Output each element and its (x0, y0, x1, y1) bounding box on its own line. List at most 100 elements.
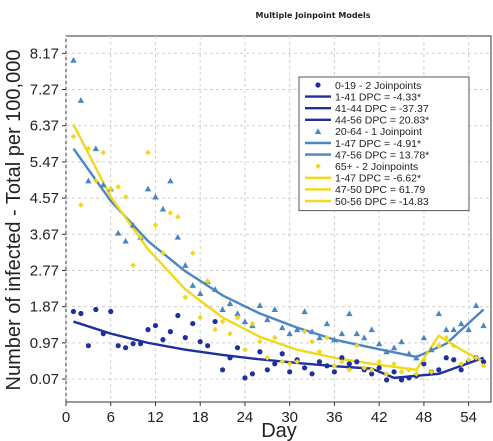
data-point-s0 (316, 359, 323, 365)
legend-label: 47-50 DPC = 61.79 (335, 184, 425, 196)
data-point-s2 (391, 360, 397, 367)
data-point-s0 (175, 312, 181, 319)
data-point-s0 (123, 345, 129, 351)
data-point-s1 (92, 145, 100, 152)
data-point-s2 (473, 354, 479, 361)
data-point-s2 (152, 222, 159, 228)
data-point-s2 (406, 367, 412, 373)
legend-label: 20-64 - 1 Joinpoint (335, 126, 422, 138)
data-point-s1 (420, 334, 428, 341)
data-point-s0 (279, 351, 285, 357)
data-point-s1 (189, 282, 196, 288)
data-point-s0 (100, 331, 106, 337)
data-point-s2 (197, 314, 204, 321)
data-point-s2 (227, 330, 233, 337)
legend-label: 65+ - 2 Joinpoints (335, 161, 418, 173)
data-point-s2 (443, 334, 450, 341)
data-point-s2 (465, 356, 472, 363)
data-point-s0 (130, 341, 136, 347)
data-point-s2 (175, 214, 181, 220)
data-point-s2 (436, 342, 442, 349)
data-point-s2 (421, 356, 427, 363)
data-point-s1 (457, 320, 465, 327)
data-point-s1 (450, 326, 457, 333)
data-point-s2 (219, 318, 226, 325)
data-point-s2 (93, 177, 99, 184)
data-point-s0 (234, 345, 241, 351)
data-point-s2 (204, 278, 211, 285)
data-point-s0 (70, 308, 77, 315)
data-point-s2 (264, 354, 271, 361)
data-point-s2 (279, 358, 286, 365)
data-point-s2 (145, 149, 151, 156)
fit-line-0 (73, 320, 484, 380)
data-point-s2 (316, 348, 323, 355)
data-point-s1 (241, 318, 249, 325)
data-point-s2 (286, 360, 293, 367)
data-point-s1 (197, 290, 204, 296)
x-tick-label: 36 (326, 409, 343, 426)
data-point-s2 (450, 342, 457, 349)
data-point-s0 (309, 371, 315, 377)
data-point-s0 (443, 355, 449, 361)
data-point-s2 (339, 358, 345, 365)
data-point-s1 (353, 330, 360, 337)
data-point-s1 (144, 185, 152, 192)
data-point-s2 (78, 202, 84, 208)
data-point-s2 (331, 363, 338, 369)
data-point-s0 (301, 365, 308, 371)
data-point-s1 (174, 233, 182, 240)
x-tick-label: 24 (237, 409, 254, 426)
data-point-s2 (107, 186, 114, 192)
data-point-s1 (346, 310, 353, 317)
x-tick-label: 48 (416, 409, 433, 426)
data-point-s1 (152, 193, 159, 200)
data-point-s0 (451, 357, 457, 363)
data-point-s1 (219, 306, 226, 313)
data-point-s0 (115, 343, 121, 349)
data-point-s0 (458, 367, 464, 373)
data-point-s1 (159, 205, 167, 212)
data-point-s0 (219, 367, 226, 373)
legend-marker (315, 82, 321, 88)
data-point-s2 (70, 133, 77, 140)
data-point-s2 (294, 358, 300, 365)
data-point-s1 (465, 326, 472, 333)
data-point-s2 (167, 210, 174, 216)
x-axis-label: Day (261, 420, 297, 441)
legend-label: 44-56 DPC = 20.83* (335, 115, 429, 127)
data-point-s1 (390, 344, 398, 351)
y-tick-label: 0.07 (30, 371, 59, 388)
data-point-s2 (115, 184, 121, 190)
data-point-s0 (376, 365, 382, 371)
data-point-s1 (472, 302, 480, 309)
data-point-s0 (346, 361, 352, 367)
data-point-s2 (130, 262, 136, 269)
data-point-s2 (361, 365, 368, 371)
data-point-s2 (346, 367, 353, 373)
data-point-s0 (324, 363, 330, 369)
data-point-s0 (137, 341, 144, 347)
y-tick-label: 8.17 (30, 45, 59, 62)
data-point-s1 (271, 306, 278, 313)
data-point-s0 (78, 310, 84, 317)
data-point-s1 (308, 328, 316, 335)
data-point-s1 (398, 338, 405, 345)
data-point-s0 (85, 343, 91, 349)
data-point-s1 (167, 177, 174, 184)
data-point-s1 (85, 177, 92, 184)
data-point-s2 (257, 338, 263, 345)
legend-label: 1-41 DPC = -4.33* (335, 91, 421, 103)
data-point-s2 (324, 334, 330, 341)
data-point-s2 (413, 371, 420, 377)
fit-line-1 (72, 147, 485, 359)
data-point-s2 (137, 234, 144, 240)
data-point-s0 (190, 320, 196, 327)
data-point-s2 (480, 363, 487, 369)
data-point-s2 (368, 367, 375, 373)
data-point-s1 (226, 300, 234, 307)
data-point-s0 (227, 355, 233, 361)
legend-label: 41-44 DPC = -37.37 (335, 103, 429, 115)
data-point-s2 (212, 326, 218, 333)
data-points (70, 56, 487, 383)
